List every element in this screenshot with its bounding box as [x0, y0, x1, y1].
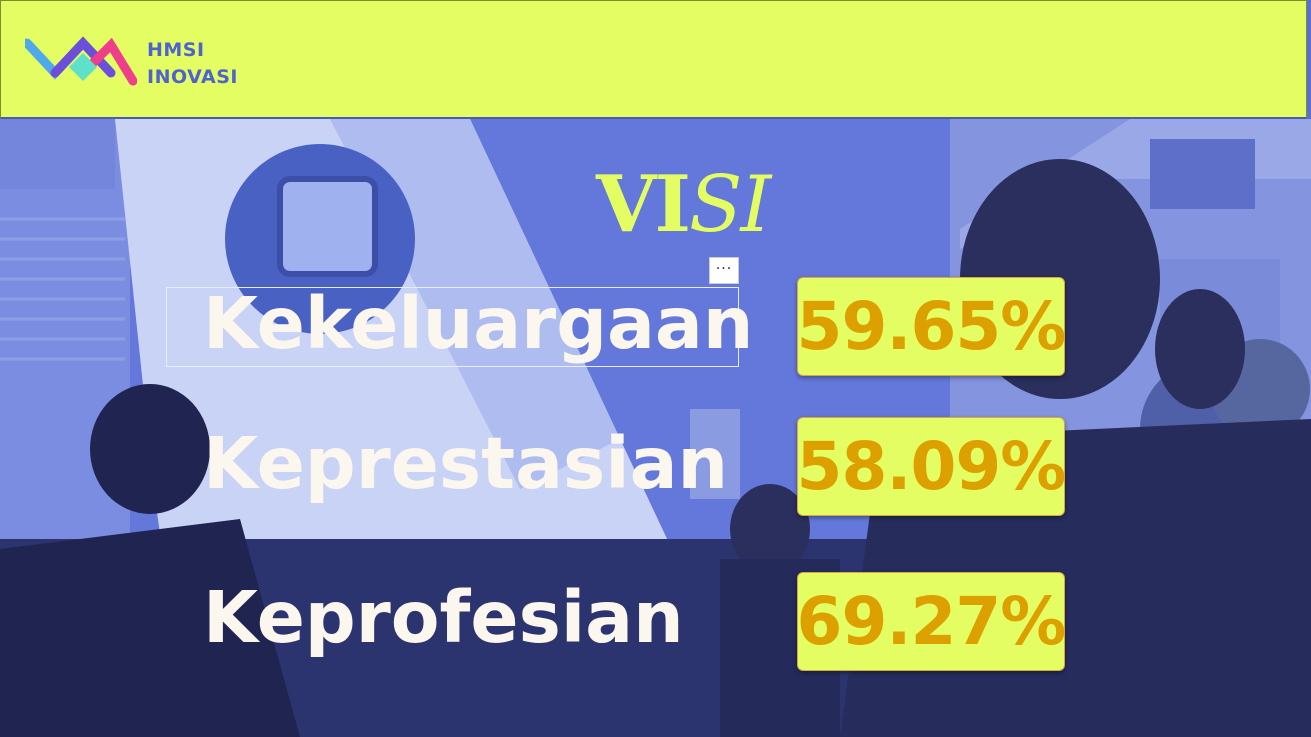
label-row-3-text: Keprofesian: [203, 576, 684, 659]
title-part-1: VI: [596, 159, 691, 250]
brand-line-2: INOVASI: [147, 66, 238, 88]
brand-line-1: HMSI: [147, 39, 205, 61]
brand-name: HMSI INOVASI: [147, 37, 238, 91]
percent-value-1: 59.65%: [796, 288, 1067, 365]
label-row-3[interactable]: Keprofesian: [203, 578, 684, 658]
label-row-2[interactable]: Keprestasian: [203, 424, 728, 504]
percent-box-1[interactable]: 59.65%: [796, 277, 1067, 376]
hmsi-logo-icon: [25, 36, 137, 86]
percent-box-3[interactable]: 69.27%: [796, 572, 1067, 671]
page-title: VISI: [596, 159, 771, 251]
percent-value-2: 58.09%: [796, 428, 1067, 505]
percent-value-3: 69.27%: [796, 583, 1067, 660]
more-options-button[interactable]: ···: [709, 257, 739, 284]
title-part-2: SI: [689, 160, 771, 250]
label-row-1-text: Kekeluargaan: [203, 282, 754, 365]
label-row-1[interactable]: Kekeluargaan: [203, 284, 753, 364]
percent-box-2[interactable]: 58.09%: [796, 417, 1067, 516]
label-row-2-text: Keprestasian: [203, 422, 729, 505]
header-bar: HMSI INOVASI: [0, 0, 1307, 119]
selected-text-frame[interactable]: [166, 287, 739, 367]
